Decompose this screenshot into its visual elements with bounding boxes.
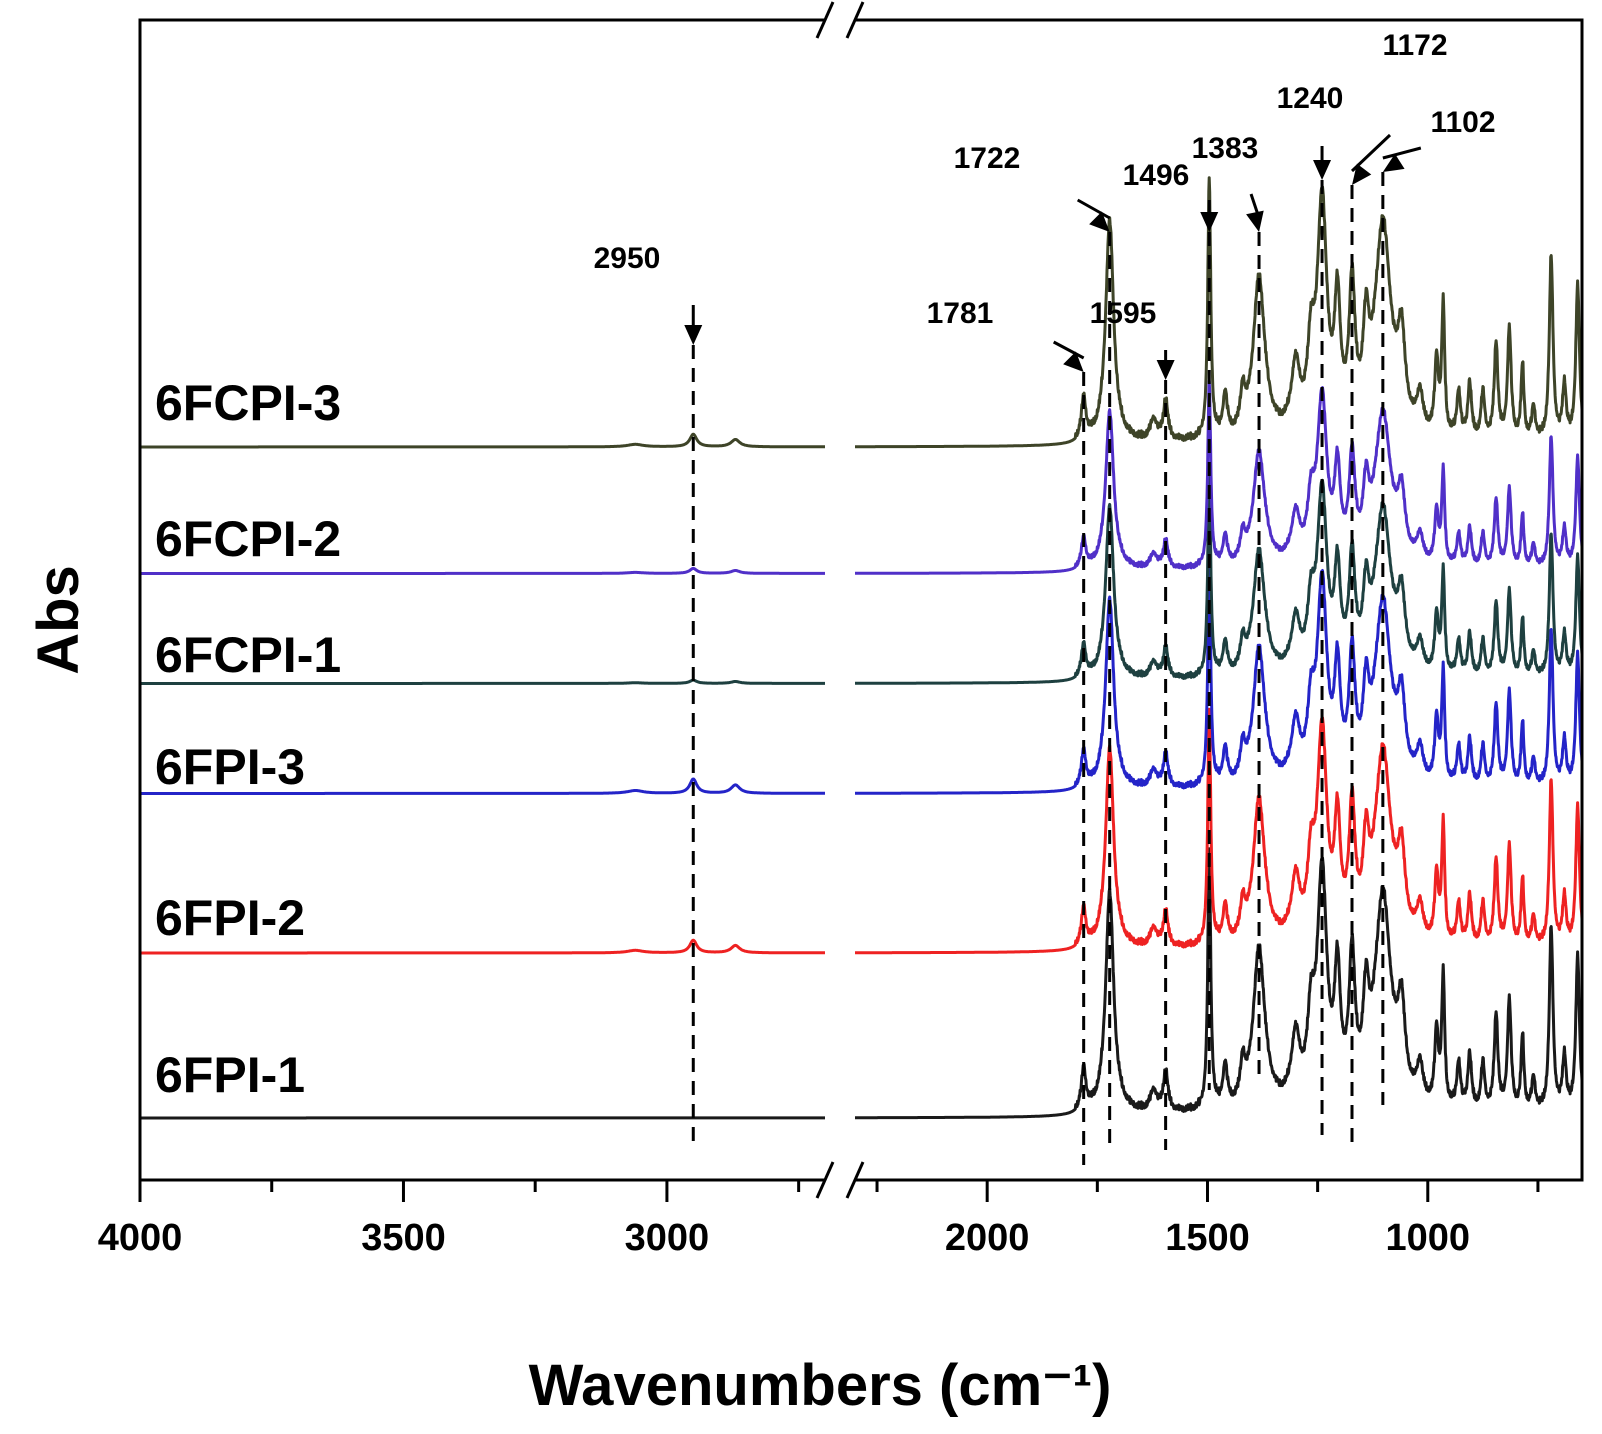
series-line-6fcpi-3-high (139, 432, 826, 449)
x-tick-label-1000: 1000 (1386, 1217, 1471, 1259)
peak-label-1240: 1240 (1277, 82, 1344, 115)
series-layer (139, 176, 1584, 1120)
peak-label-1722: 1722 (954, 142, 1021, 175)
x-tick-label-3000: 3000 (625, 1217, 710, 1259)
peak-arrow-head-1102 (1382, 153, 1405, 172)
break-bottom-slash-left (815, 1161, 835, 1199)
peak-label-1496: 1496 (1123, 159, 1190, 192)
peak-arrow-head-1172 (1352, 163, 1372, 185)
peak-label-1172: 1172 (1382, 29, 1447, 62)
series-line-6fpi-3-high (139, 777, 826, 795)
series-label-6fpi-2: 6FPI-2 (155, 890, 305, 946)
peak-arrow-head-1595 (1156, 360, 1175, 380)
peak-label-1383: 1383 (1192, 132, 1259, 165)
frame-right (855, 18, 1584, 1182)
y-axis-title: Abs (26, 565, 91, 675)
series-label-6fcpi-1: 6FCPI-1 (155, 627, 341, 683)
peak-arrow-head-1722 (1089, 211, 1110, 232)
break-top-slash-left (815, 1, 835, 39)
x-tick-label-3500: 3500 (361, 1217, 446, 1259)
x-tick-label-1500: 1500 (1165, 1217, 1250, 1259)
peak-label-1595: 1595 (1090, 297, 1157, 330)
series-line-6fcpi-3-fingerprint (853, 176, 1584, 449)
series-line-6fcpi-2-fingerprint (853, 379, 1584, 575)
peak-arrow-head-1781 (1063, 351, 1084, 372)
x-tick-label-2000: 2000 (945, 1217, 1030, 1259)
series-label-6fpi-3: 6FPI-3 (155, 739, 305, 795)
break-top-slash-right (845, 1, 865, 39)
frame-left (138, 18, 825, 1182)
peak-label-1781: 1781 (927, 297, 994, 330)
peak-arrow-head-2950 (684, 325, 703, 345)
peak-arrow-shaft-1781 (1052, 340, 1085, 360)
series-line-6fcpi-1-high (139, 678, 826, 685)
peak-arrow-shaft-1102 (1382, 146, 1422, 160)
series-line-6fpi-1-fingerprint (853, 847, 1584, 1120)
series-label-6fcpi-2: 6FCPI-2 (155, 511, 341, 567)
peak-arrow-shaft-1722 (1076, 198, 1111, 220)
series-line-6fcpi-2-high (139, 566, 826, 575)
series-label-6fcpi-3: 6FCPI-3 (155, 375, 341, 431)
peak-arrow-head-1496 (1200, 212, 1219, 232)
x-tick-label-4000: 4000 (98, 1217, 183, 1259)
break-bottom-slash-right (845, 1161, 865, 1199)
plot-frame (138, 0, 1584, 1200)
x-axis: 4000 3500 3000 2000 1500 1000 (98, 1180, 1540, 1259)
series-line-6fpi-2-high (139, 938, 826, 955)
peak-arrow-head-1383 (1246, 210, 1264, 232)
series-line-6fcpi-1-fingerprint (853, 471, 1584, 685)
series-line-6fpi-2-fingerprint (853, 707, 1584, 955)
series-label-layer: 6FPI-1 6FPI-2 6FPI-3 6FCPI-1 6FCPI-2 6FCPI-3 (155, 375, 341, 1103)
peak-arrow-head-1240 (1313, 160, 1332, 180)
series-line-6fpi-3-fingerprint (853, 561, 1584, 795)
series-label-6fpi-1: 6FPI-1 (155, 1047, 305, 1103)
peak-label-1102: 1102 (1430, 106, 1495, 139)
peak-label-2950: 2950 (594, 242, 661, 275)
x-axis-title: Wavenumbers (cm⁻¹) (529, 1353, 1112, 1418)
